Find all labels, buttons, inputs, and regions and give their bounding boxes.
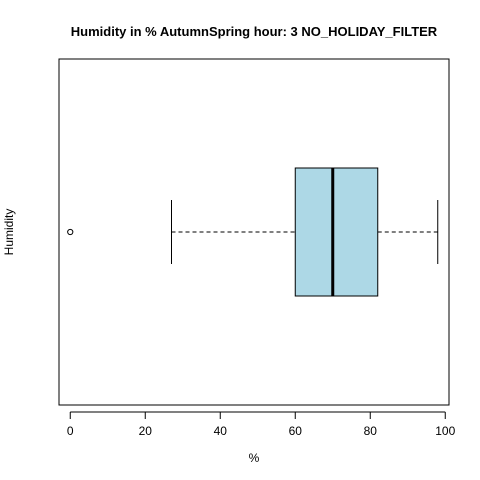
chart-title: Humidity in % AutumnSpring hour: 3 NO_HO… [71, 24, 438, 39]
boxplot-marks [67, 167, 439, 297]
x-tick-label: 0 [67, 424, 74, 438]
x-tick-label: 80 [364, 424, 378, 438]
x-tick-label: 40 [214, 424, 228, 438]
x-axis: 0 20 40 60 80 100 [67, 411, 456, 438]
x-tick-label: 60 [289, 424, 303, 438]
outlier-point [67, 228, 74, 236]
iqr-box [294, 167, 379, 297]
x-tick-label: 100 [435, 424, 455, 438]
x-axis-label: % [249, 451, 260, 465]
y-axis-label: Humidity [2, 209, 16, 256]
x-tick-label: 20 [139, 424, 153, 438]
plot-frame [58, 58, 450, 406]
